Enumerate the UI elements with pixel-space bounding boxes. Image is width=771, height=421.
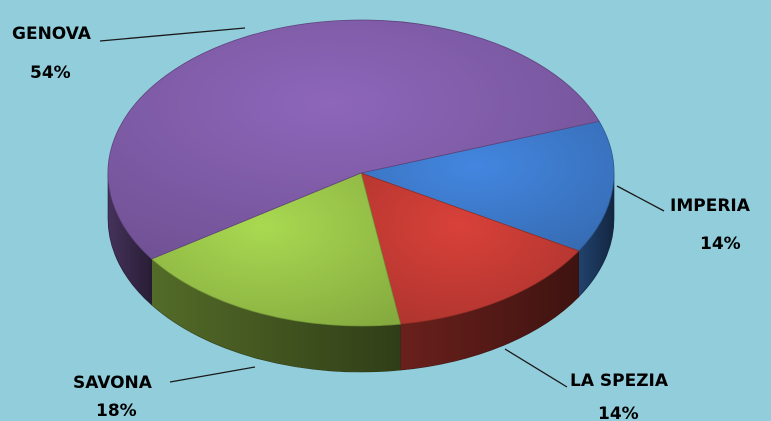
slice-name-la-spezia: LA SPEZIA xyxy=(570,371,669,391)
pie-top-layer xyxy=(107,19,615,327)
slice-name-savona: SAVONA xyxy=(73,373,153,393)
slice-percent-imperia: 14% xyxy=(700,234,741,254)
slice-name-genova: GENOVA xyxy=(12,24,92,44)
slice-name-imperia: IMPERIA xyxy=(670,196,751,216)
slice-percent-la-spezia: 14% xyxy=(598,404,639,421)
leader-line-genova xyxy=(99,27,246,42)
slice-percent-savona: 18% xyxy=(96,401,137,421)
pie-slice-savona xyxy=(150,172,401,327)
leader-line-la-spezia xyxy=(504,348,568,388)
leader-line-imperia xyxy=(616,185,665,212)
pie-label-layer: GENOVA 54% IMPERIA 14% LA SPEZIA 14% SAVONA 18% xyxy=(12,24,751,421)
pie-slice-la-spezia xyxy=(360,172,580,325)
slice-percent-genova: 54% xyxy=(30,63,71,83)
pie-slice-imperia xyxy=(359,120,615,252)
pie-slice-genova xyxy=(107,19,600,260)
leader-line-savona xyxy=(169,366,256,383)
